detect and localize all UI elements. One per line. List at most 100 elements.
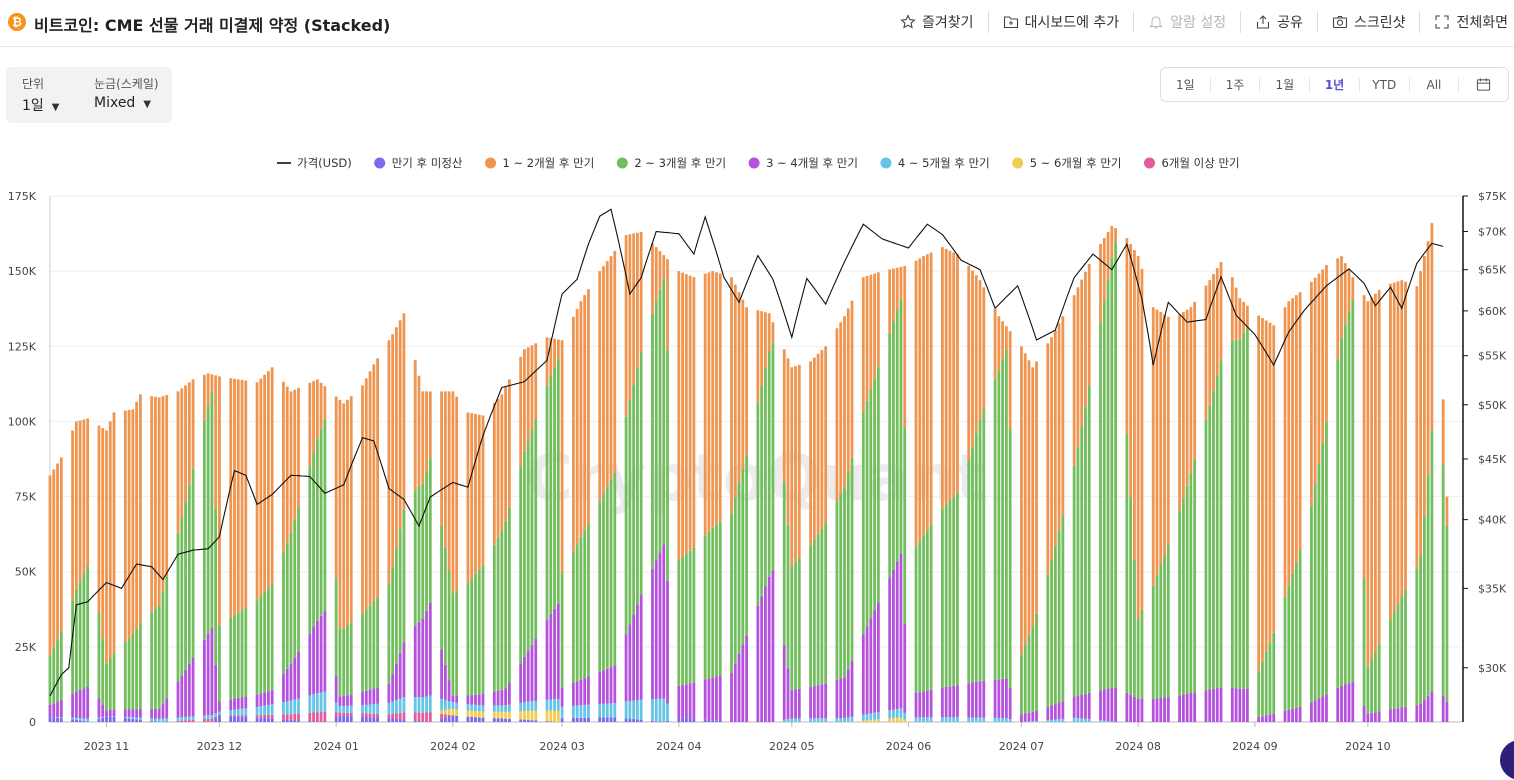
bar-segment [613,665,616,703]
bar-segment [75,718,78,720]
bar-segment [873,713,876,720]
bar-segment [263,375,266,592]
bar-segment [587,677,590,705]
bar-segment [531,711,534,720]
bar-segment [256,600,259,694]
bar-segment [817,718,820,722]
bar-segment [783,720,786,722]
bar-segment [534,720,537,722]
range-1y-button[interactable]: 1년 [1310,78,1360,92]
bar-segment [150,721,153,722]
bar-segment [293,658,296,700]
bar-segment [847,472,850,669]
bar-segment [188,717,191,720]
bar-segment [1257,316,1260,672]
bar-segment [602,670,605,704]
bar-segment [346,706,349,713]
bar-segment [1159,312,1162,565]
bar-segment [783,349,786,482]
bar-segment [361,717,364,722]
bar-segment [1314,701,1317,722]
share-button[interactable]: 공유 [1241,11,1318,33]
range-1d-button[interactable]: 1일 [1161,78,1211,92]
bar-segment [546,700,549,711]
bar-segment [267,691,270,705]
bar-segment [1020,714,1023,722]
bar-segment [677,560,680,686]
bar-segment [154,609,157,709]
range-1m-button[interactable]: 1월 [1260,78,1310,92]
add-to-dashboard-button[interactable]: 대시보드에 추가 [989,11,1135,33]
bar-segment [873,378,876,610]
bar-segment [376,704,379,714]
bar-segment [323,712,326,722]
bar-segment [971,447,974,683]
bar-segment [1009,331,1012,429]
bar-segment [1110,688,1113,722]
bar-segment [1370,713,1373,722]
bar-segment [128,410,131,638]
bar-segment [519,711,522,719]
fullscreen-button[interactable]: 전체화면 [1420,11,1508,33]
bar-segment [440,719,443,722]
bar-segment [335,712,338,717]
bar-segment [1035,711,1038,721]
bar-segment [421,484,424,619]
bar-segment [772,570,775,722]
bar-segment [1001,360,1004,679]
bar-segment [1351,682,1354,722]
alert-settings-button[interactable]: 알람 설정 [1134,11,1241,33]
bar-segment [308,466,311,633]
bar-segment [930,690,933,718]
bar-segment [1370,660,1373,713]
bar-segment [971,683,974,718]
bar-segment [557,699,560,710]
scale-select[interactable]: 눈금(스케일) Mixed▼ [94,75,159,111]
bar-segment [523,452,526,657]
bar-segment [350,694,353,705]
bar-segment [293,714,296,720]
range-1w-button[interactable]: 1주 [1211,78,1261,92]
bar-segment [414,360,417,490]
favorite-button[interactable]: 즐겨찾기 [886,11,989,33]
bar-segment [369,704,372,713]
bar-segment [425,712,428,721]
bar-segment [941,687,944,717]
bar-segment [866,720,869,722]
range-ytd-button[interactable]: YTD [1360,78,1410,92]
bar-segment [455,696,458,703]
bar-segment [391,714,394,719]
bar-segment [606,261,609,487]
bar-segment [320,712,323,722]
bar-segment [606,487,609,669]
bar-segment [350,706,353,713]
screenshot-button[interactable]: 스크린샷 [1318,11,1421,33]
bar-segment [1415,568,1418,705]
bar-segment [444,665,447,700]
bar-segment [711,720,714,722]
calendar-button[interactable] [1459,77,1508,92]
bar-segment [900,299,903,554]
bar-segment [1321,269,1324,443]
bar-segment [1231,341,1234,688]
bar-segment [869,720,872,722]
range-all-button[interactable]: All [1410,78,1460,92]
bar-segment [824,523,827,683]
bar-segment [873,274,876,379]
bar-segment [824,346,827,523]
bar-segment [1295,295,1298,562]
bar-segment [602,494,605,670]
bar-segment [52,470,55,648]
bar-segment [610,703,613,717]
bar-segment [982,718,985,722]
unit-select[interactable]: 단위 1일▼ [22,75,60,115]
left-axis-tick-label: 175K [8,190,37,203]
bar-segment [836,502,839,680]
bar-segment [365,717,368,722]
bar-segment [1050,720,1053,722]
bar-segment [636,719,639,722]
bar-segment [470,413,473,578]
bar-segment [418,622,421,697]
bar-segment [546,721,549,722]
bar-segment [926,717,929,722]
